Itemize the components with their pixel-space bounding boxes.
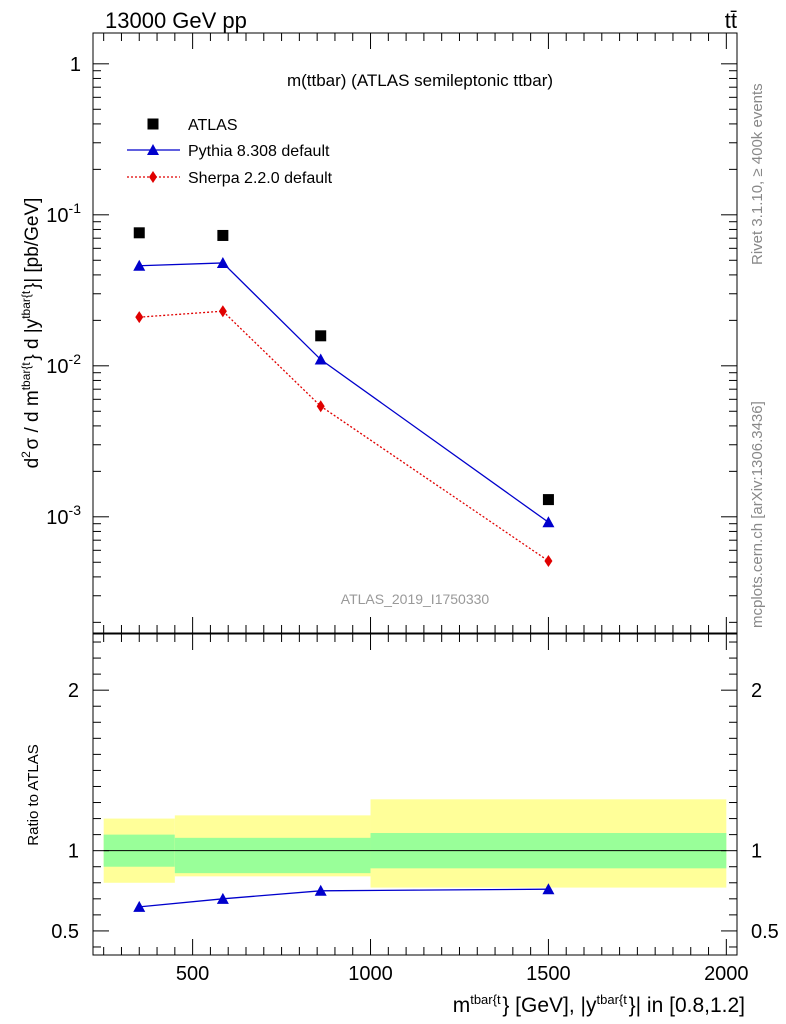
ratio-tick-label: 0.5 xyxy=(751,921,779,943)
ratio-y-axis-label: Ratio to ATLAS xyxy=(25,744,42,845)
atlas-data-point xyxy=(315,330,327,342)
main-frame xyxy=(92,32,738,634)
pythia-data-point xyxy=(133,259,146,271)
atlas-data-point xyxy=(217,229,229,241)
ratio-data-point xyxy=(314,884,327,896)
pythia-data-point xyxy=(216,256,229,268)
y-tick-label: 1 xyxy=(70,54,81,76)
main-y-axis-label: d2 σ / d mtbar{t } d |ytbar{t }| [pb/GeV… xyxy=(19,198,43,469)
mcplots-label: mcplots.cern.ch [arXiv:1306.3436] xyxy=(749,401,766,628)
ratio-tick-label: 1 xyxy=(751,841,762,863)
sherpa-data-point xyxy=(218,305,227,318)
analysis-label: ATLAS_2019_I1750330 xyxy=(341,591,490,607)
header-energy-label: 13000 GeV pp xyxy=(105,8,247,33)
ratio-tick-label: 1 xyxy=(68,841,79,863)
ratio-tick-label: 2 xyxy=(751,680,762,702)
stat-uncertainty-band xyxy=(174,837,371,874)
header-process-label: tt̄ xyxy=(725,8,737,33)
plot-title: m(ttbar) (ATLAS semileptonic ttbar) xyxy=(287,71,553,90)
main-panel: 10-3 10-2 10-1 1 m(ttbar) (ATLAS semilepton… xyxy=(19,32,738,634)
legend-label: Sherpa 2.2.0 default xyxy=(188,170,333,187)
legend: ATLAS Pythia 8.308 default Sherpa 2.2.0 de… xyxy=(127,117,333,187)
atlas-data-point xyxy=(133,227,145,239)
x-axis-label: mtbar{t } [GeV], |ytbar{t }| in [0.8,1.2… xyxy=(453,992,745,1017)
legend-label: Pythia 8.308 default xyxy=(188,143,330,160)
ratio-data-point xyxy=(133,900,146,912)
sherpa-data-point xyxy=(135,311,144,324)
x-tick-label: 500 xyxy=(176,963,209,985)
legend-marker xyxy=(149,171,157,183)
ratio-data-point xyxy=(542,883,555,895)
ratio-panel: 0.5 0.5 1 1 2 2 Ratio to ATLAS xyxy=(25,633,779,956)
rivet-label: Rivet 3.1.10, ≥ 400k events xyxy=(749,83,766,265)
pythia-data-point xyxy=(542,516,555,528)
y-tick-label: 10-3 xyxy=(46,502,81,529)
x-tick-label: 2000 xyxy=(704,963,749,985)
ratio-series-line xyxy=(139,888,549,908)
legend-label: ATLAS xyxy=(188,117,238,134)
ratio-data-point xyxy=(216,892,229,904)
pythia-data-point xyxy=(314,353,327,365)
series-line xyxy=(139,310,549,562)
ratio-tick-label: 0.5 xyxy=(51,921,79,943)
atlas-data-point xyxy=(542,494,554,506)
y-tick-label: 10-2 xyxy=(46,351,81,378)
legend-marker xyxy=(147,144,159,155)
ratio-tick-label: 2 xyxy=(68,680,79,702)
x-tick-label: 1000 xyxy=(348,963,393,985)
series-line xyxy=(139,262,549,523)
sherpa-data-point xyxy=(544,554,553,567)
x-tick-label: 1500 xyxy=(526,963,571,985)
sherpa-data-point xyxy=(316,400,325,413)
legend-marker xyxy=(147,118,159,130)
ratio-frame xyxy=(92,633,738,956)
y-tick-label: 10-1 xyxy=(46,200,81,227)
